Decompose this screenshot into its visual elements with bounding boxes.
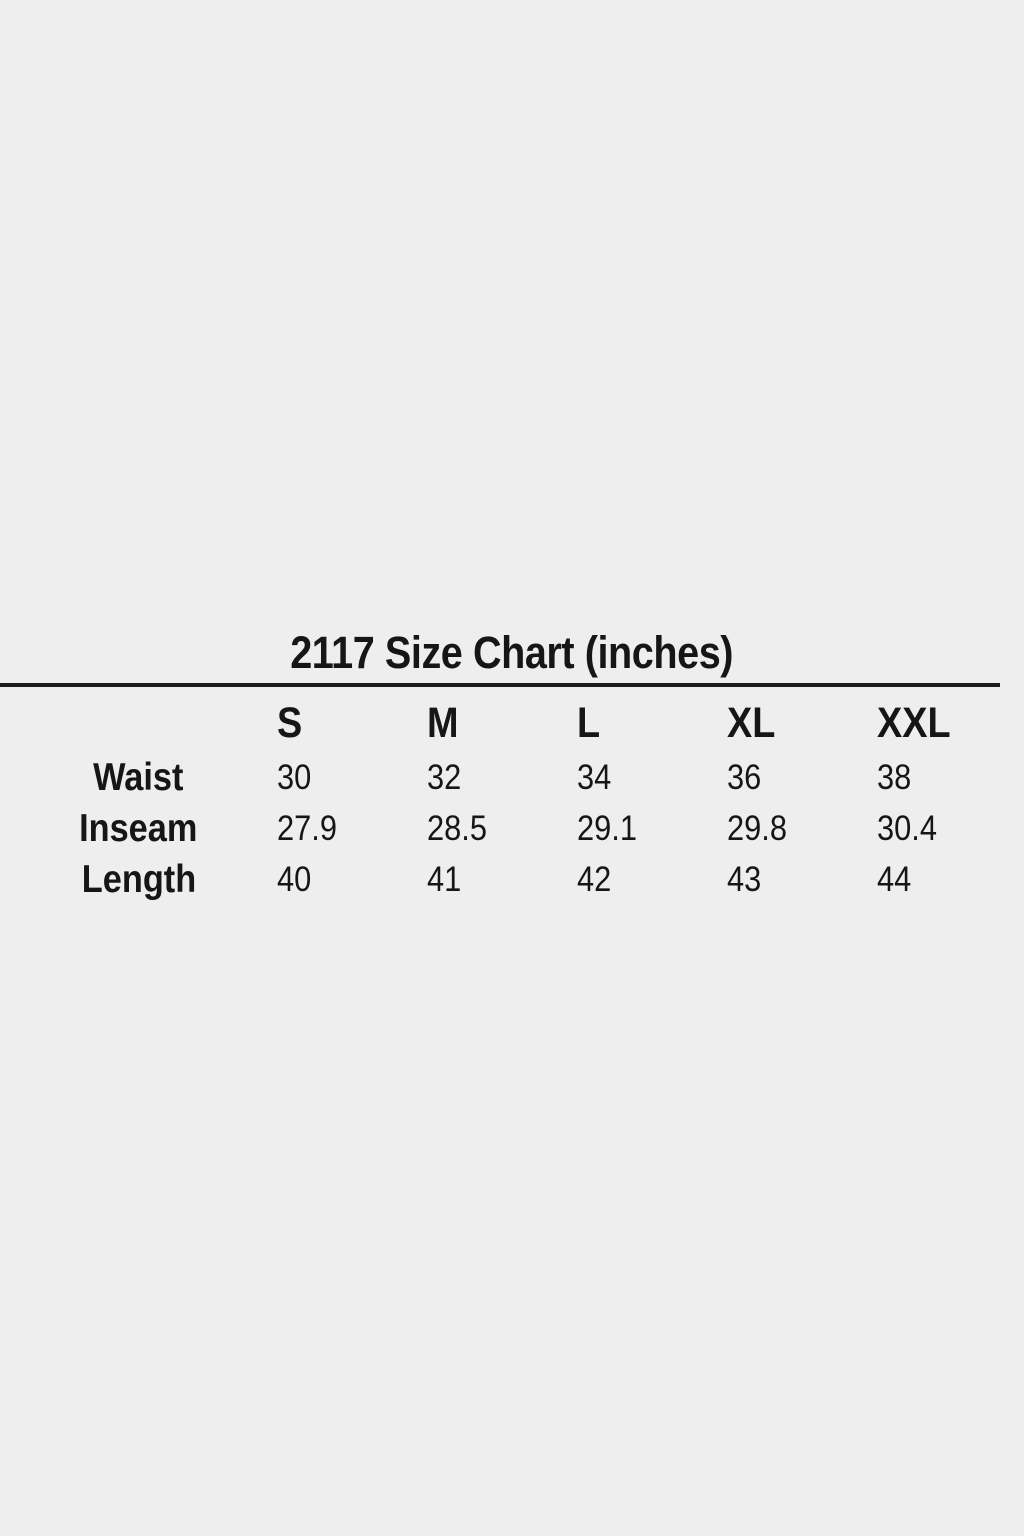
col-header-xl: XL: [727, 698, 776, 747]
row-label-inseam: Inseam: [79, 807, 198, 850]
cell-length-xl: 43: [727, 860, 762, 899]
row-label-waist: Waist: [93, 756, 184, 799]
size-table: S M L XL XXL Waist 30 32: [0, 694, 1024, 905]
col-header-l: L: [577, 698, 601, 747]
corner-cell: [0, 694, 277, 752]
chart-title-text: 2117 Size Chart (inches): [290, 627, 734, 678]
cell-waist-m: 32: [427, 758, 462, 797]
cell-waist-s: 30: [277, 758, 312, 797]
col-header-m: M: [427, 698, 459, 747]
cell-length-xxl: 44: [877, 860, 912, 899]
row-label-length: Length: [81, 858, 196, 901]
col-header-xxl: XXL: [877, 698, 951, 747]
cell-waist-xl: 36: [727, 758, 762, 797]
chart-title: 2117 Size Chart (inches): [0, 627, 1024, 678]
cell-inseam-xxl: 30.4: [877, 809, 937, 848]
cell-inseam-xl: 29.8: [727, 809, 787, 848]
cell-inseam-m: 28.5: [427, 809, 487, 848]
cell-waist-l: 34: [577, 758, 612, 797]
cell-length-s: 40: [277, 860, 312, 899]
cell-inseam-l: 29.1: [577, 809, 637, 848]
col-header-s: S: [277, 698, 303, 747]
cell-inseam-s: 27.9: [277, 809, 337, 848]
cell-length-l: 42: [577, 860, 612, 899]
cell-length-m: 41: [427, 860, 462, 899]
cell-waist-xxl: 38: [877, 758, 912, 797]
title-divider-line: [0, 683, 1000, 687]
